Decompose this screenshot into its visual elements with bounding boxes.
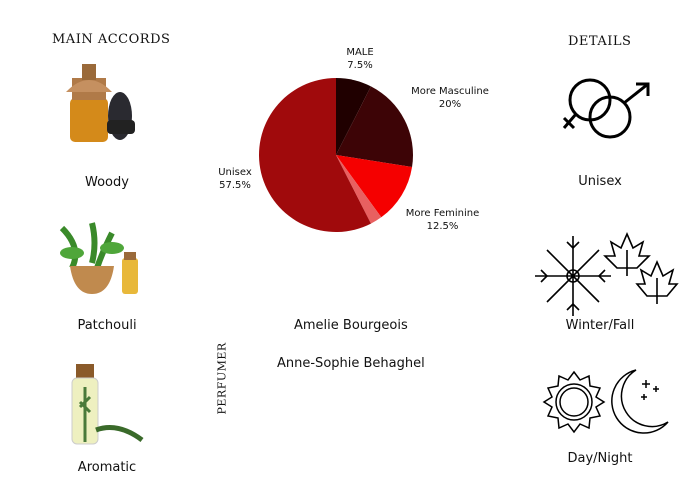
patchouli-image [59,222,138,294]
detail-label-unisex: Unisex [578,174,622,189]
aromatic-image [71,364,144,445]
perfumer-title: PERFUMER [215,342,229,415]
detail-label-time: Day/Night [567,451,633,466]
main-accords-title: MAIN ACCORDS [52,32,171,47]
gender-pie-chart [258,78,413,232]
pie-slice-unisex [258,78,371,232]
perfumer-name: Anne-Sophie Behaghel [277,356,425,371]
accord-label-aromatic: Aromatic [77,460,137,475]
pie-slice-more-masculine [336,86,413,168]
pie-label-more-masculine: More Masculine 20% [411,86,489,110]
details-title: DETAILS [568,34,632,49]
gender-symbols-icon [562,78,650,139]
sun-moon-icon [542,369,669,434]
pie-label-more-feminine: More Feminine 12.5% [405,208,480,232]
detail-label-season: Winter/Fall [565,318,635,333]
pie-label-unisex: Unisex 57.5% [218,167,252,191]
accord-label-patchouli: Patchouli [77,318,137,333]
pie-slice-male [336,78,371,155]
pie-label-male: MALE 7.5% [346,47,374,71]
pie-slice-unlabeled [336,155,382,224]
woody-image [66,64,135,142]
snowflake-maple-leaf-icon [535,231,679,316]
pie-slice-more-feminine [336,155,413,218]
accord-label-woody: Woody [85,175,129,190]
perfumer-name: Amelie Bourgeois [294,318,408,333]
